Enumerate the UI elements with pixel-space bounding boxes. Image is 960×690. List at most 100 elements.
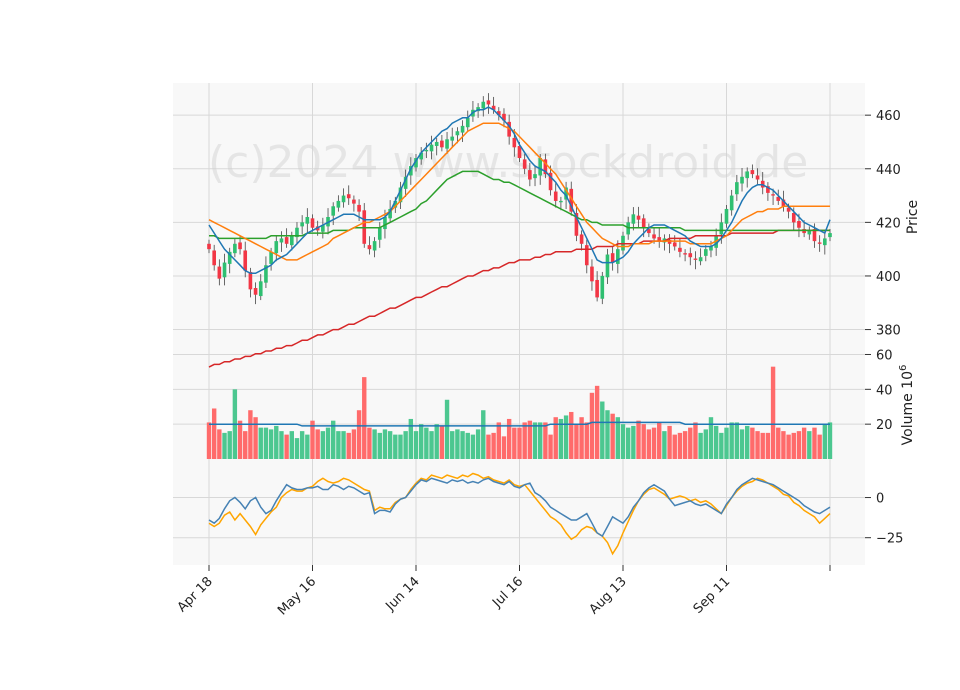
volume-bar bbox=[827, 422, 833, 459]
candle-up bbox=[258, 281, 263, 297]
volume-bar bbox=[439, 425, 445, 459]
volume-bar bbox=[424, 427, 429, 459]
osc-y-tick-label: −25 bbox=[876, 532, 903, 547]
volume-bar bbox=[801, 427, 807, 459]
candle-up bbox=[227, 251, 232, 264]
volume-bar bbox=[662, 431, 667, 459]
volume-bar bbox=[734, 422, 740, 459]
candle-up bbox=[729, 195, 734, 211]
watermark: (c)2024 www.stockdroid.de bbox=[208, 137, 808, 188]
x-tick-label: Sep 11 bbox=[691, 574, 734, 617]
volume-y-tick-label: 40 bbox=[876, 383, 893, 398]
volume-bar bbox=[444, 399, 450, 459]
candle-up bbox=[735, 182, 739, 195]
volume-bar bbox=[299, 431, 305, 459]
candle-up bbox=[383, 217, 387, 230]
volume-bar bbox=[589, 392, 595, 459]
candle-up bbox=[372, 241, 377, 251]
candle-down bbox=[522, 159, 527, 169]
volume-bar bbox=[465, 432, 470, 459]
price-y-tick-label: 400 bbox=[876, 270, 901, 285]
volume-bar bbox=[796, 431, 802, 459]
candle-up bbox=[336, 200, 341, 208]
candle-down bbox=[357, 204, 361, 212]
volume-bar bbox=[770, 366, 776, 459]
candle-down bbox=[207, 243, 211, 250]
volume-bar bbox=[713, 425, 719, 459]
volume-bar bbox=[729, 422, 734, 459]
x-tick-label: Jun 14 bbox=[383, 574, 423, 614]
x-tick-label: Jul 16 bbox=[489, 574, 526, 611]
volume-bar bbox=[315, 429, 320, 459]
volume-bar bbox=[538, 422, 543, 459]
volume-bar bbox=[398, 434, 403, 459]
volume-bar bbox=[346, 432, 351, 459]
candle-up bbox=[823, 238, 827, 246]
volume-ma-line bbox=[209, 421, 830, 427]
volume-bar bbox=[263, 427, 269, 459]
volume-bar bbox=[367, 427, 372, 459]
candle-down bbox=[553, 191, 558, 201]
candle-up bbox=[538, 158, 543, 176]
candle-down bbox=[771, 194, 775, 196]
volume-bar bbox=[651, 427, 657, 459]
volume-bar bbox=[294, 438, 300, 459]
volume-bar bbox=[620, 424, 626, 459]
volume-bar bbox=[382, 429, 388, 459]
oscillator-orange-line bbox=[208, 472, 831, 556]
price-y-tick-label: 440 bbox=[876, 163, 901, 178]
volume-bar bbox=[403, 431, 408, 459]
candle-down bbox=[817, 242, 822, 244]
volume-bar bbox=[739, 429, 745, 459]
volume-bar bbox=[501, 436, 507, 459]
candle-up bbox=[222, 262, 227, 278]
volume-axis-label: Volume 106 bbox=[898, 365, 916, 446]
candle-up bbox=[414, 158, 418, 168]
candle-up bbox=[429, 144, 434, 152]
candle-down bbox=[243, 250, 248, 271]
candle-up bbox=[393, 200, 398, 208]
candle-down bbox=[346, 194, 351, 199]
candle-down bbox=[672, 242, 677, 247]
volume-bar bbox=[672, 434, 677, 459]
volume-bar bbox=[631, 425, 636, 459]
candle-down bbox=[310, 218, 315, 228]
volume-bar bbox=[522, 422, 527, 459]
volume-bar bbox=[258, 427, 263, 459]
volume-bar bbox=[320, 431, 326, 459]
candle-down bbox=[610, 253, 615, 263]
volume-bar bbox=[703, 429, 708, 459]
volume-bar bbox=[579, 417, 584, 459]
volume-bar bbox=[688, 427, 693, 459]
volume-bar bbox=[553, 417, 558, 459]
volume-bar bbox=[527, 420, 533, 459]
price-layer bbox=[207, 93, 832, 368]
candle-down bbox=[641, 218, 646, 228]
volume-bar bbox=[563, 415, 569, 459]
x-tick-label: Aug 13 bbox=[587, 574, 630, 617]
candle-down bbox=[486, 100, 491, 105]
candle-down bbox=[750, 170, 755, 175]
candle-down bbox=[595, 279, 599, 298]
volume-bar bbox=[750, 427, 755, 459]
candle-up bbox=[434, 141, 439, 146]
candle-down bbox=[755, 175, 760, 180]
volume-bar bbox=[610, 413, 615, 459]
candle-up bbox=[559, 200, 563, 203]
volume-bar bbox=[279, 431, 284, 459]
volume-bar bbox=[305, 434, 310, 459]
candle-up bbox=[279, 238, 284, 243]
volume-bar bbox=[387, 431, 393, 459]
candle-up bbox=[305, 217, 310, 224]
oscillator-blue-line bbox=[208, 477, 831, 538]
volume-bar bbox=[693, 422, 698, 459]
volume-bar bbox=[217, 429, 222, 459]
price-y-tick-label: 420 bbox=[876, 216, 901, 231]
candle-down bbox=[683, 253, 687, 255]
volume-bar bbox=[667, 425, 672, 459]
candle-down bbox=[678, 247, 682, 252]
volume-bar bbox=[569, 411, 574, 459]
candle-up bbox=[398, 187, 403, 203]
volume-bar bbox=[812, 427, 817, 459]
volume-bar bbox=[506, 418, 512, 459]
